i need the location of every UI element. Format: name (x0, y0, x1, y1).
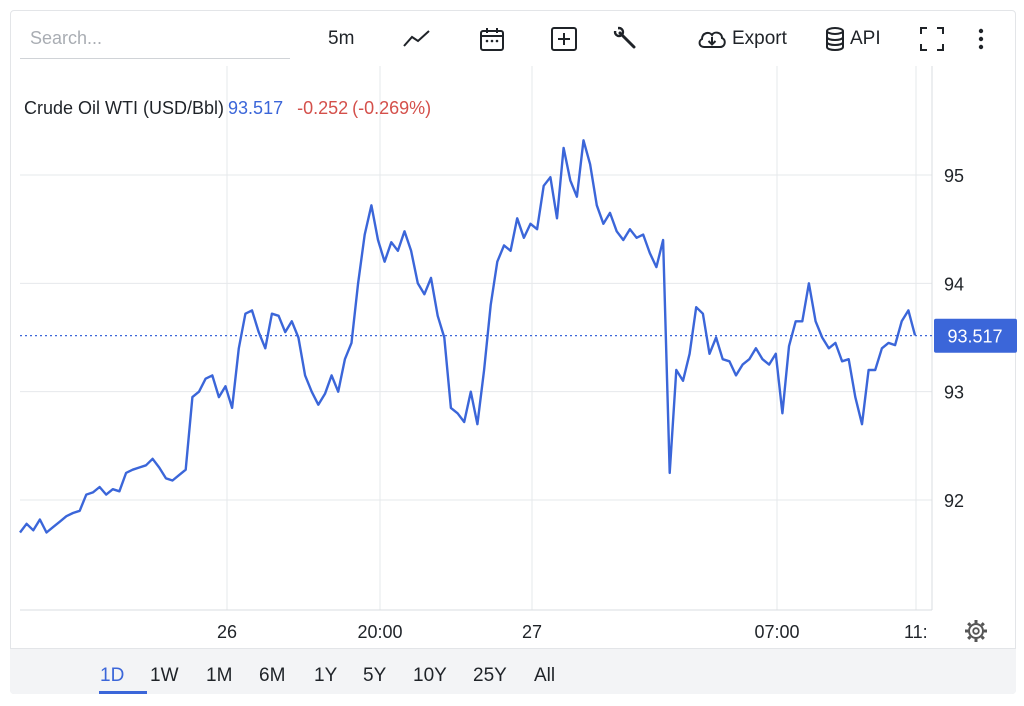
y-tick-label: 93 (944, 383, 964, 403)
range-button-10y[interactable]: 10Y (413, 665, 447, 686)
price-badge (934, 318, 1017, 353)
range-button-1d[interactable]: 1D (100, 665, 125, 686)
api-label: API (850, 28, 881, 49)
indicators-button[interactable] (612, 24, 640, 54)
plus-box-icon (551, 27, 577, 51)
instrument-name: Crude Oil WTI (USD/Bbl) (24, 98, 225, 118)
line-style-icon (403, 30, 430, 47)
range-button-5y[interactable]: 5Y (363, 665, 387, 686)
database-icon (826, 27, 844, 51)
axes: 92 93 94 95 26 20:00 27 07:00 11: (20, 66, 964, 642)
price-badge-label: 93.517 (947, 327, 1002, 347)
date-range-button[interactable] (478, 24, 506, 54)
x-tick-label: 27 (522, 622, 542, 642)
wrench-icon (613, 26, 636, 49)
x-tick-label: 07:00 (754, 622, 799, 642)
legend-change-percent: (-0.269%) (352, 98, 432, 118)
time-range-bar: 1D 1W 1M 6M 1Y 5Y 10Y 25Y All (10, 648, 1016, 694)
chart-widget (10, 10, 1016, 694)
gear-icon (965, 620, 987, 642)
search-input[interactable] (20, 20, 290, 56)
cloud-download-icon (698, 31, 726, 48)
range-button-all[interactable]: All (534, 665, 556, 686)
fullscreen-icon (920, 27, 944, 51)
x-tick-label: 20:00 (357, 622, 402, 642)
price-series-line[interactable] (19, 139, 917, 534)
legend-change: -0.252 (297, 98, 349, 118)
legend-price: 93.517 (228, 98, 284, 118)
search-box[interactable] (20, 20, 290, 59)
export-button[interactable]: Export (696, 24, 787, 54)
y-tick-label: 94 (944, 274, 964, 294)
interval-selector[interactable]: 5m (328, 28, 355, 49)
more-menu-button[interactable] (974, 24, 988, 54)
series-layer (19, 139, 932, 534)
chart-settings-button[interactable] (965, 620, 987, 642)
x-tick-label: 26 (217, 622, 237, 642)
fullscreen-button[interactable] (918, 24, 946, 54)
active-range-indicator (99, 691, 147, 694)
price-badge-group: 93.517 (934, 318, 1017, 353)
chart-legend: Crude Oil WTI (USD/Bbl) 93.517 -0.252 (-0.2… (24, 98, 431, 119)
range-button-25y[interactable]: 25Y (473, 665, 507, 686)
x-tick-label: 11: (904, 622, 928, 642)
range-button-1w[interactable]: 1W (150, 665, 179, 686)
api-button[interactable]: API (824, 24, 881, 54)
calendar-icon (480, 28, 504, 51)
grid (20, 66, 932, 610)
range-button-1y[interactable]: 1Y (314, 665, 338, 686)
range-button-6m[interactable]: 6M (259, 665, 286, 686)
line-style-button[interactable] (402, 24, 432, 54)
y-tick-label: 95 (944, 166, 964, 186)
more-vertical-icon (978, 28, 984, 50)
export-label: Export (732, 28, 787, 49)
compare-button[interactable] (550, 24, 578, 54)
range-button-1m[interactable]: 1M (206, 665, 233, 686)
y-tick-label: 92 (944, 491, 964, 511)
